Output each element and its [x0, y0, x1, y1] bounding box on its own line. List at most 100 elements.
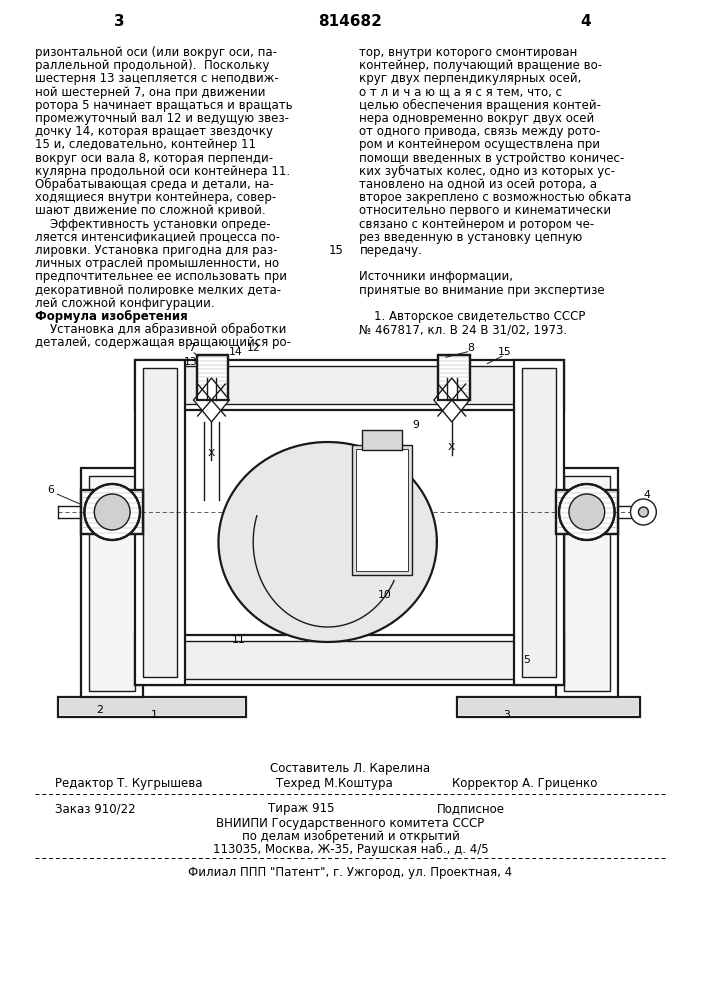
Text: ротора 5 начинает вращаться и вращать: ротора 5 начинает вращаться и вращать — [35, 99, 293, 112]
Text: предпочтительнее ее использовать при: предпочтительнее ее использовать при — [35, 270, 287, 283]
Text: шестерня 13 зацепляется с неподвиж-: шестерня 13 зацепляется с неподвиж- — [35, 72, 279, 85]
Bar — [564, 476, 609, 691]
Text: связано с контейнером и ротором че-: связано с контейнером и ротором че- — [359, 218, 595, 231]
Text: 10: 10 — [378, 590, 391, 600]
Text: контейнер, получающий вращение во-: контейнер, получающий вращение во- — [359, 59, 602, 72]
Text: 14: 14 — [228, 347, 243, 357]
Text: Техред М.Коштура: Техред М.Коштура — [276, 777, 393, 790]
Text: по делам изобретений и открытий: по делам изобретений и открытий — [242, 830, 460, 843]
Text: раллельной продольной).  Поскольку: раллельной продольной). Поскольку — [35, 59, 269, 72]
Text: дочку 14, которая вращает звездочку: дочку 14, которая вращает звездочку — [35, 125, 273, 138]
Text: ляется интенсификацией процесса по-: ляется интенсификацией процесса по- — [35, 231, 280, 244]
Text: ких зубчатых колес, одно из которых ус-: ких зубчатых колес, одно из которых ус- — [359, 165, 615, 178]
Text: Филиал ППП "Патент", г. Ужгород, ул. Проектная, 4: Филиал ППП "Патент", г. Ужгород, ул. Про… — [189, 866, 513, 879]
Text: кулярна продольной оси контейнера 11.: кулярна продольной оси контейнера 11. — [35, 165, 290, 178]
Text: Установка для абразивной обработки: Установка для абразивной обработки — [35, 323, 286, 336]
Text: целью обеспечения вращения контей-: целью обеспечения вращения контей- — [359, 99, 602, 112]
Text: о т л и ч а ю щ а я с я тем, что, с: о т л и ч а ю щ а я с я тем, что, с — [359, 86, 563, 99]
Bar — [353, 445, 412, 575]
Text: 5: 5 — [522, 655, 530, 665]
Text: 11: 11 — [231, 635, 245, 645]
Text: личных отраслей промышленности, но: личных отраслей промышленности, но — [35, 257, 279, 270]
Bar — [135, 635, 564, 685]
Text: деталей, содержащая вращающийся ро-: деталей, содержащая вращающийся ро- — [35, 336, 291, 349]
Text: принятые во внимание при экспертизе: принятые во внимание при экспертизе — [359, 284, 605, 297]
Text: тановлено на одной из осей ротора, а: тановлено на одной из осей ротора, а — [359, 178, 597, 191]
Text: 113035, Москва, Ж-35, Раушская наб., д. 4/5: 113035, Москва, Ж-35, Раушская наб., д. … — [213, 843, 489, 856]
Bar — [143, 368, 177, 677]
Text: круг двух перпендикулярных осей,: круг двух перпендикулярных осей, — [359, 72, 582, 85]
Text: рез введенную в установку цепную: рез введенную в установку цепную — [359, 231, 583, 244]
Bar — [197, 355, 228, 400]
Text: Корректор А. Гриценко: Корректор А. Гриценко — [452, 777, 597, 790]
Bar — [135, 360, 185, 685]
Bar — [81, 490, 143, 534]
Text: 9: 9 — [412, 420, 419, 430]
Ellipse shape — [578, 505, 596, 519]
Circle shape — [94, 494, 130, 530]
Text: x: x — [208, 446, 215, 458]
Circle shape — [84, 484, 140, 540]
Text: 4: 4 — [580, 14, 591, 29]
Text: 12: 12 — [246, 343, 260, 353]
Circle shape — [638, 507, 648, 517]
Text: 1. Авторское свидетельство СССР: 1. Авторское свидетельство СССР — [359, 310, 586, 323]
Text: Тираж 915: Тираж 915 — [268, 802, 334, 815]
Text: 2: 2 — [96, 705, 103, 715]
Bar — [81, 468, 143, 697]
Bar — [457, 697, 641, 717]
Circle shape — [631, 499, 656, 525]
Text: лей сложной конфигурации.: лей сложной конфигурации. — [35, 297, 214, 310]
Text: ходящиеся внутри контейнера, совер-: ходящиеся внутри контейнера, совер- — [35, 191, 276, 204]
Text: Источники информации,: Источники информации, — [359, 270, 513, 283]
Text: относительно первого и кинематически: относительно первого и кинематически — [359, 204, 612, 217]
Bar — [438, 355, 469, 400]
Text: ВНИИПИ Государственного комитета СССР: ВНИИПИ Государственного комитета СССР — [216, 817, 484, 830]
Bar — [556, 490, 618, 534]
Bar — [556, 490, 618, 534]
Text: вокруг оси вала 8, которая перпенди-: вокруг оси вала 8, которая перпенди- — [35, 152, 273, 165]
Text: 4: 4 — [643, 490, 650, 500]
Text: 814682: 814682 — [319, 14, 382, 29]
Text: x: x — [448, 440, 455, 454]
Text: Редактор Т. Кугрышева: Редактор Т. Кугрышева — [54, 777, 202, 790]
Bar — [57, 697, 246, 717]
Text: лировки. Установка пригодна для раз-: лировки. Установка пригодна для раз- — [35, 244, 277, 257]
Bar — [556, 468, 618, 697]
Text: 7: 7 — [188, 343, 195, 353]
Bar — [141, 641, 558, 679]
Text: 6: 6 — [48, 485, 54, 495]
Text: Заказ 910/22: Заказ 910/22 — [54, 802, 135, 815]
Bar — [81, 490, 143, 534]
Text: 15: 15 — [329, 244, 344, 257]
Text: ризонтальной оси (или вокруг оси, па-: ризонтальной оси (или вокруг оси, па- — [35, 46, 276, 59]
Circle shape — [569, 494, 604, 530]
Text: передачу.: передачу. — [359, 244, 422, 257]
Bar — [363, 430, 402, 450]
Text: промежуточный вал 12 и ведущую звез-: промежуточный вал 12 и ведущую звез- — [35, 112, 288, 125]
Text: 13: 13 — [184, 357, 197, 367]
Ellipse shape — [103, 505, 121, 519]
Bar — [197, 355, 228, 400]
Bar — [89, 476, 135, 691]
Bar — [514, 360, 564, 685]
Text: 3: 3 — [503, 710, 510, 720]
Bar — [356, 449, 408, 571]
Text: ром и контейнером осуществлена при: ром и контейнером осуществлена при — [359, 138, 600, 151]
Text: 15: 15 — [498, 347, 511, 357]
Text: декоративной полировке мелких дета-: декоративной полировке мелких дета- — [35, 284, 281, 297]
Text: 15 и, следовательно, контейнер 11: 15 и, следовательно, контейнер 11 — [35, 138, 256, 151]
Text: 8: 8 — [467, 343, 474, 353]
Bar — [135, 360, 564, 410]
Text: Формула изобретения: Формула изобретения — [35, 310, 187, 323]
Text: № 467817, кл. В 24 В 31/02, 1973.: № 467817, кл. В 24 В 31/02, 1973. — [359, 323, 568, 336]
Bar — [438, 355, 469, 400]
Text: Эффективность установки опреде-: Эффективность установки опреде- — [35, 218, 270, 231]
Text: Подписное: Подписное — [437, 802, 505, 815]
Polygon shape — [194, 378, 229, 422]
Text: 1: 1 — [151, 710, 158, 720]
Circle shape — [559, 484, 614, 540]
Polygon shape — [218, 442, 437, 642]
Text: от одного привода, связь между рото-: от одного привода, связь между рото- — [359, 125, 601, 138]
Text: второе закреплено с возможностью обката: второе закреплено с возможностью обката — [359, 191, 632, 204]
